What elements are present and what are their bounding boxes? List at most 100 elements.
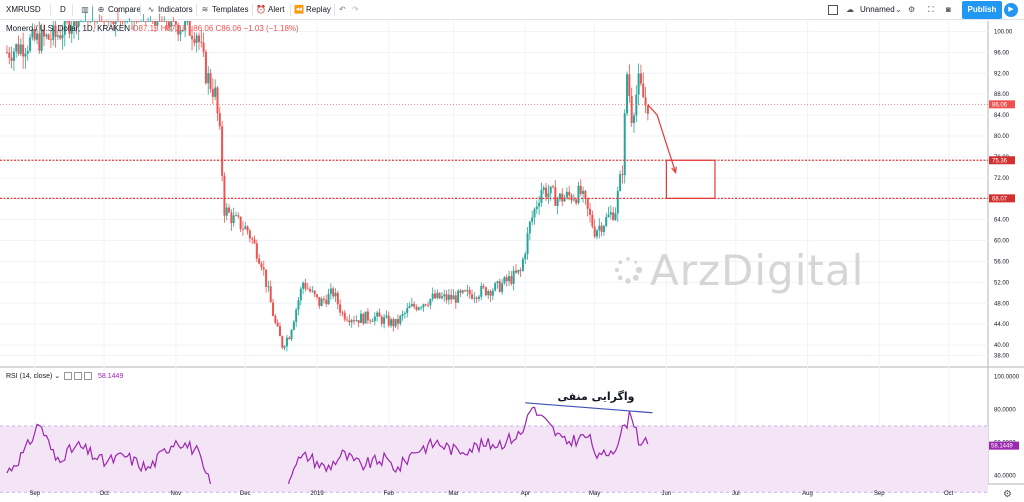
candle-body (626, 74, 629, 114)
candle-style-icon[interactable]: ▥ (81, 5, 89, 14)
divergence-annotation: واگرایی منفی (557, 390, 634, 403)
candle (241, 221, 244, 236)
compare-label: Compare (108, 5, 141, 14)
compare-button[interactable]: ⊕ Compare (96, 0, 141, 20)
symbol-search[interactable]: XMRUSD (6, 5, 41, 14)
candle (79, 20, 82, 22)
layout-name[interactable]: Unnamed (860, 5, 895, 14)
candle (459, 288, 462, 297)
candle (577, 181, 580, 205)
templates-icon: ≋ (201, 5, 209, 14)
interval-button[interactable]: D (60, 5, 66, 14)
candle (160, 16, 163, 22)
toolbar-divider (50, 4, 51, 16)
candle (496, 280, 499, 289)
candle-body (568, 191, 571, 196)
candle (396, 314, 399, 330)
candle-body (114, 21, 117, 24)
candle (408, 302, 411, 309)
candle (619, 170, 622, 192)
publish-button[interactable]: Publish (962, 1, 1002, 19)
candle (306, 282, 309, 290)
chevron-down-icon[interactable]: ⌄ (895, 5, 902, 14)
legend-close: C86.06 (215, 24, 242, 33)
candle (355, 315, 358, 322)
candle (517, 269, 520, 275)
time-tick-label: May (589, 491, 600, 497)
candle (292, 319, 295, 331)
candle-body (598, 225, 601, 231)
candle (142, 14, 145, 22)
candle (318, 297, 321, 309)
chevron-down-icon[interactable]: ⌄ (54, 373, 61, 380)
candle-body (376, 312, 379, 317)
candle-body (260, 263, 263, 268)
candle-body (452, 295, 455, 300)
candle-body (582, 190, 585, 194)
candle-body (216, 87, 219, 114)
candle-body (341, 312, 344, 314)
candle-body (105, 21, 108, 22)
candle-body (501, 283, 504, 292)
candle (119, 21, 122, 27)
candle (66, 21, 69, 25)
candle-body (228, 207, 231, 213)
candle (276, 319, 279, 327)
candle (304, 278, 307, 292)
candle-body (281, 336, 284, 348)
candle-body (619, 174, 622, 191)
candle (49, 30, 52, 49)
candle (482, 283, 485, 290)
candle-body (278, 326, 281, 337)
candle (373, 312, 376, 326)
gear-icon[interactable]: ⚙ (908, 5, 916, 14)
candle (123, 21, 126, 31)
camera-icon[interactable]: ◙ (946, 5, 951, 14)
settings-icon[interactable] (74, 372, 83, 381)
candle (218, 106, 221, 130)
indicators-button[interactable]: ∿ Indicators (146, 0, 193, 20)
toolbar-divider (290, 4, 291, 16)
candle-body (253, 239, 256, 244)
candle (371, 318, 374, 322)
candle-body (554, 187, 557, 206)
candle-body (246, 226, 249, 231)
undo-icon[interactable]: ↶ (339, 5, 346, 14)
price-tick-label: 52.00 (994, 280, 1010, 286)
candle (140, 20, 143, 22)
candle (445, 290, 448, 304)
play-icon[interactable]: ▶ (1004, 3, 1018, 17)
candle (452, 289, 455, 300)
candle (387, 311, 390, 328)
candle-body (403, 312, 406, 314)
settings-gear-icon[interactable]: ⚙ (1003, 489, 1012, 500)
candle-body (235, 215, 238, 217)
candle-body (366, 311, 369, 321)
candle-body (10, 57, 13, 61)
expand-icon[interactable]: ⛶ (928, 5, 934, 14)
candle (197, 32, 200, 51)
candle (36, 28, 39, 45)
candle-body (466, 290, 469, 292)
replay-button[interactable]: ⏪ Replay (294, 0, 331, 20)
redo-icon[interactable]: ↷ (352, 5, 359, 14)
candle (12, 47, 15, 71)
candle-body (66, 21, 69, 22)
candle-body (445, 294, 448, 300)
fullscreen-checkbox-icon[interactable] (828, 0, 838, 20)
price-tick-label: 96.00 (994, 50, 1010, 56)
candle (248, 228, 251, 243)
candle-body (269, 286, 272, 303)
candle-body (306, 288, 309, 290)
templates-button[interactable]: ≋ Templates (200, 0, 249, 20)
candle (322, 295, 325, 304)
candle-body (19, 44, 22, 54)
candle-body (121, 21, 124, 22)
candle (207, 66, 210, 95)
candle (429, 298, 432, 310)
candle (283, 344, 286, 351)
eye-icon[interactable] (64, 372, 73, 381)
close-icon[interactable] (84, 372, 93, 381)
alert-button[interactable]: ⏰ Alert (256, 0, 284, 20)
